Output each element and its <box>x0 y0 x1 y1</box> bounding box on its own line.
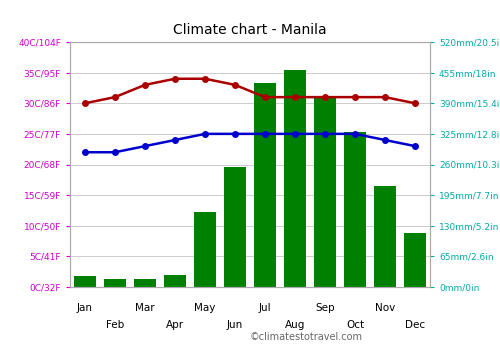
Bar <box>164 275 186 287</box>
Title: Climate chart - Manila: Climate chart - Manila <box>173 23 327 37</box>
Text: Jan: Jan <box>77 303 93 313</box>
Text: Apr: Apr <box>166 320 184 330</box>
Bar <box>374 186 396 287</box>
Bar <box>104 279 126 287</box>
Bar <box>134 279 156 287</box>
Text: May: May <box>194 303 216 313</box>
Bar <box>224 167 246 287</box>
Text: Feb: Feb <box>106 320 124 330</box>
Bar <box>404 233 426 287</box>
Text: Oct: Oct <box>346 320 364 330</box>
Bar <box>284 70 306 287</box>
Bar <box>254 83 276 287</box>
Bar <box>194 212 216 287</box>
Text: Sep: Sep <box>315 303 335 313</box>
Text: Dec: Dec <box>405 320 425 330</box>
Text: Nov: Nov <box>375 303 395 313</box>
Text: Jul: Jul <box>258 303 272 313</box>
Bar <box>74 276 96 287</box>
Bar <box>344 132 366 287</box>
Text: Aug: Aug <box>285 320 305 330</box>
Bar <box>314 96 336 287</box>
Text: Mar: Mar <box>135 303 155 313</box>
Text: Jun: Jun <box>227 320 243 330</box>
Text: ©climatestotravel.com: ©climatestotravel.com <box>250 331 363 342</box>
